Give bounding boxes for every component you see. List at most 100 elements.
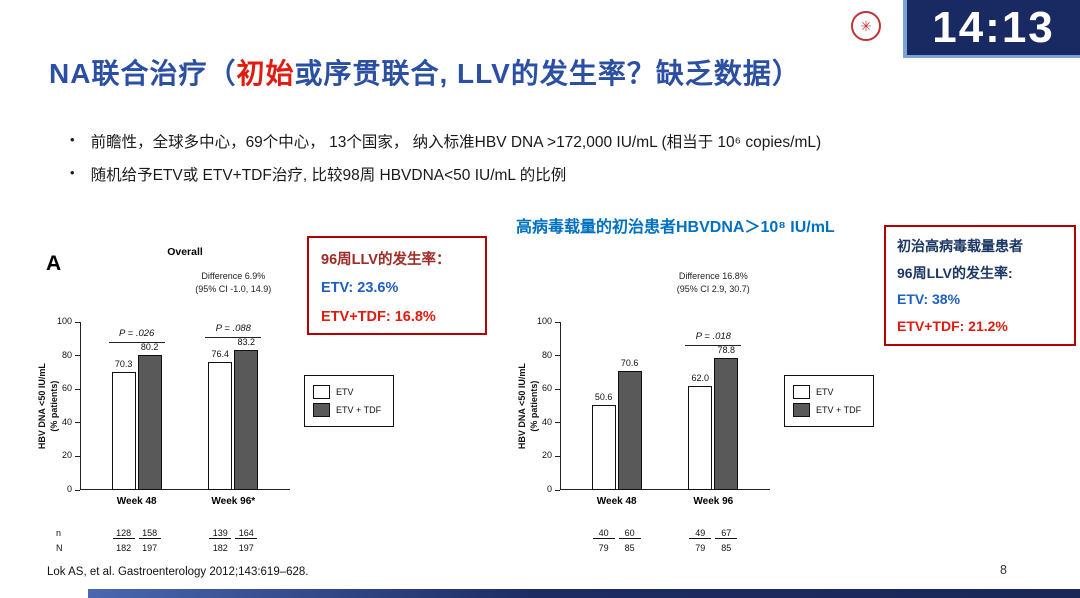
legend-box: ETV ETV + TDF — [784, 375, 874, 427]
p-value-label: P = .026 — [119, 328, 155, 340]
hospital-logo-icon: ✳ — [851, 11, 881, 41]
p-value-label: P = .088 — [215, 323, 251, 335]
n-numerator: 164 — [235, 528, 258, 539]
y-tick-mark — [75, 321, 80, 323]
legend-item: ETV + TDF — [793, 403, 865, 417]
bar-value-label: 50.6 — [594, 391, 613, 402]
n-numerator: 128 — [112, 528, 135, 539]
p-bracket-line — [205, 337, 262, 339]
legend-box: ETV ETV + TDF — [304, 375, 394, 427]
y-tick-label: 100 — [536, 316, 552, 326]
y-tick-mark — [75, 388, 80, 390]
n-denominator: 197 — [238, 543, 254, 553]
callout-header-line2: 96周LLV的发生率: — [897, 264, 1013, 281]
y-tick-mark — [555, 489, 560, 491]
slide-title: NA联合治疗（初始或序贯联合, LLV的发生率？缺乏数据） — [49, 52, 801, 92]
llv-callout-overall: 96周LLV的发生率： ETV: 23.6% ETV+TDF: 16.8% — [307, 236, 487, 335]
y-tick-mark — [75, 455, 80, 457]
bullet-text: 前瞻性，全球多中心，69个中心， 13个国家， 纳入标准HBV DNA >172… — [90, 134, 822, 151]
etv-tdf-legend-swatch — [313, 403, 330, 417]
x-axis-group-label: Week 96 — [693, 496, 734, 507]
bar-value-label: 78.8 — [717, 344, 736, 355]
y-tick-mark — [555, 455, 560, 457]
citation: Lok AS, et al. Gastroenterology 2012;143… — [47, 566, 309, 578]
y-tick-label: 40 — [541, 416, 552, 427]
etv-legend-swatch — [313, 385, 330, 399]
n-numerator: 60 — [618, 528, 641, 539]
y-tick-label: 60 — [541, 383, 552, 394]
bar-value-label: 70.6 — [620, 358, 639, 369]
title-highlight: 初始 — [236, 58, 295, 89]
y-tick-label: 20 — [541, 450, 552, 461]
panel-label: A — [46, 252, 62, 275]
p-bracket-line — [685, 344, 742, 346]
y-tick-label: 0 — [546, 484, 552, 494]
bullet-icon: • — [70, 165, 75, 180]
y-tick-mark — [75, 355, 80, 357]
bullet-item: • 随机给予ETV或 ETV+TDF治疗, 比较98周 HBVDNA<50 IU… — [70, 163, 566, 185]
y-tick-mark — [555, 355, 560, 357]
legend-label: ETV — [816, 387, 834, 397]
legend-label: ETV — [336, 387, 354, 397]
bar-etv — [111, 371, 136, 490]
bar-etv-tdf — [137, 355, 162, 490]
n-denominator: 197 — [142, 543, 158, 553]
y-tick-label: 40 — [61, 416, 72, 427]
bar-value-label: 83.2 — [237, 337, 256, 348]
difference-note: Difference 16.8% (95% CI 2.9, 30.7) — [676, 271, 750, 295]
n-numerator: 158 — [138, 528, 161, 539]
n-numerator: 67 — [715, 528, 738, 539]
callout-etv-tdf-rate: ETV+TDF: 16.8% — [321, 308, 436, 325]
y-tick-mark — [555, 422, 560, 424]
y-tick-mark — [555, 388, 560, 390]
y-tick-mark — [75, 489, 80, 491]
y-tick-mark — [75, 422, 80, 424]
bar-value-label: 76.4 — [211, 348, 230, 359]
bar-etv-tdf — [714, 357, 739, 490]
etv-legend-swatch — [793, 385, 810, 399]
bar-value-label: 70.3 — [114, 358, 133, 369]
bullet-item: • 前瞻性，全球多中心，69个中心， 13个国家， 纳入标准HBV DNA >1… — [70, 130, 821, 152]
y-tick-label: 60 — [61, 383, 72, 394]
y-tick-label: 20 — [61, 450, 72, 461]
y-tick-label: 80 — [61, 349, 72, 360]
n-denominator: 182 — [212, 543, 228, 553]
clock-overlay: 14:13 — [903, 0, 1080, 58]
n-row-label: N — [56, 543, 63, 553]
plot-area — [560, 322, 770, 490]
llv-callout-high-viral-load: 初治高病毒载量患者 96周LLV的发生率: ETV: 38% ETV+TDF: … — [884, 225, 1076, 346]
y-tick-mark — [555, 321, 560, 323]
bar-etv — [591, 404, 616, 490]
bar-chart-high-viral-load: HBV DNA <50 IU/mL (% patients) 0 20 40 60 80 1… — [500, 240, 900, 585]
bar-chart-overall: A Overall HBV DNA <50 IU/mL (% patients) 0 2… — [20, 240, 420, 585]
n-denominator: 79 — [598, 543, 609, 553]
difference-note: Difference 6.9% (95% CI -1.0, 14.9) — [195, 271, 272, 295]
n-denominator: 182 — [116, 543, 132, 553]
y-tick-label: 80 — [541, 349, 552, 360]
callout-header-line1: 初治高病毒载量患者 — [897, 238, 1023, 254]
legend-label: ETV + TDF — [336, 405, 382, 415]
bullet-text: 随机给予ETV或 ETV+TDF治疗, 比较98周 HBVDNA<50 IU/m… — [90, 167, 567, 184]
bar-etv-tdf — [234, 350, 259, 490]
n-row-label: n — [56, 528, 62, 538]
p-value-label: P = .018 — [695, 330, 731, 342]
callout-header: 96周LLV的发生率： — [321, 252, 451, 268]
bar-etv — [208, 361, 233, 490]
y-tick-label: 0 — [66, 484, 72, 494]
title-suffix: 或序贯联合, LLV的发生率？缺乏数据） — [294, 58, 801, 89]
bar-value-label: 80.2 — [140, 342, 159, 353]
bullet-icon: • — [70, 132, 75, 147]
x-axis-group-label: Week 48 — [596, 496, 637, 507]
n-denominator: 85 — [624, 543, 635, 553]
callout-etv-tdf-rate: ETV+TDF: 21.2% — [897, 317, 1008, 334]
callout-etv-rate: ETV: 38% — [897, 291, 961, 308]
section-heading: 高病毒载量的初治患者HBVDNA＞10⁸ IU/mL — [516, 219, 835, 236]
bar-value-label: 62.0 — [691, 372, 710, 383]
bar-etv — [688, 385, 713, 490]
title-prefix: NA联合治疗（ — [49, 58, 237, 89]
y-tick-label: 100 — [56, 316, 72, 326]
bar-etv-tdf — [617, 371, 642, 490]
etv-tdf-legend-swatch — [793, 403, 810, 417]
legend-label: ETV + TDF — [816, 405, 862, 415]
